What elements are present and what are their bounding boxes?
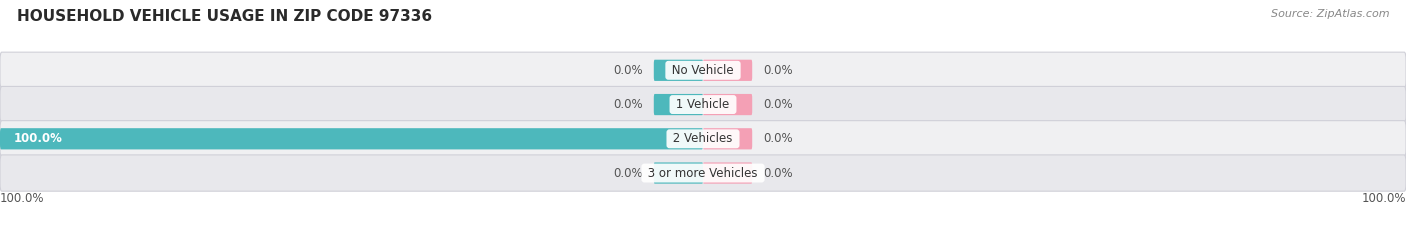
Text: 0.0%: 0.0% <box>613 64 644 77</box>
Text: 3 or more Vehicles: 3 or more Vehicles <box>644 167 762 179</box>
Text: No Vehicle: No Vehicle <box>668 64 738 77</box>
Text: Source: ZipAtlas.com: Source: ZipAtlas.com <box>1271 9 1389 19</box>
Text: 0.0%: 0.0% <box>613 167 644 179</box>
Text: 0.0%: 0.0% <box>762 132 793 145</box>
FancyBboxPatch shape <box>703 94 752 115</box>
Text: HOUSEHOLD VEHICLE USAGE IN ZIP CODE 97336: HOUSEHOLD VEHICLE USAGE IN ZIP CODE 9733… <box>17 9 432 24</box>
FancyBboxPatch shape <box>0 155 1406 191</box>
FancyBboxPatch shape <box>0 86 1406 123</box>
FancyBboxPatch shape <box>654 60 703 81</box>
FancyBboxPatch shape <box>703 128 752 150</box>
FancyBboxPatch shape <box>703 60 752 81</box>
FancyBboxPatch shape <box>0 128 703 150</box>
FancyBboxPatch shape <box>654 162 703 184</box>
Text: 100.0%: 100.0% <box>1361 192 1406 205</box>
Text: 0.0%: 0.0% <box>762 98 793 111</box>
FancyBboxPatch shape <box>0 121 1406 157</box>
Text: 1 Vehicle: 1 Vehicle <box>672 98 734 111</box>
Text: 0.0%: 0.0% <box>762 167 793 179</box>
FancyBboxPatch shape <box>654 94 703 115</box>
Text: 100.0%: 100.0% <box>14 132 63 145</box>
Text: 0.0%: 0.0% <box>762 64 793 77</box>
Text: 0.0%: 0.0% <box>613 98 644 111</box>
FancyBboxPatch shape <box>703 162 752 184</box>
Text: 2 Vehicles: 2 Vehicles <box>669 132 737 145</box>
Text: 100.0%: 100.0% <box>0 192 45 205</box>
FancyBboxPatch shape <box>0 52 1406 88</box>
